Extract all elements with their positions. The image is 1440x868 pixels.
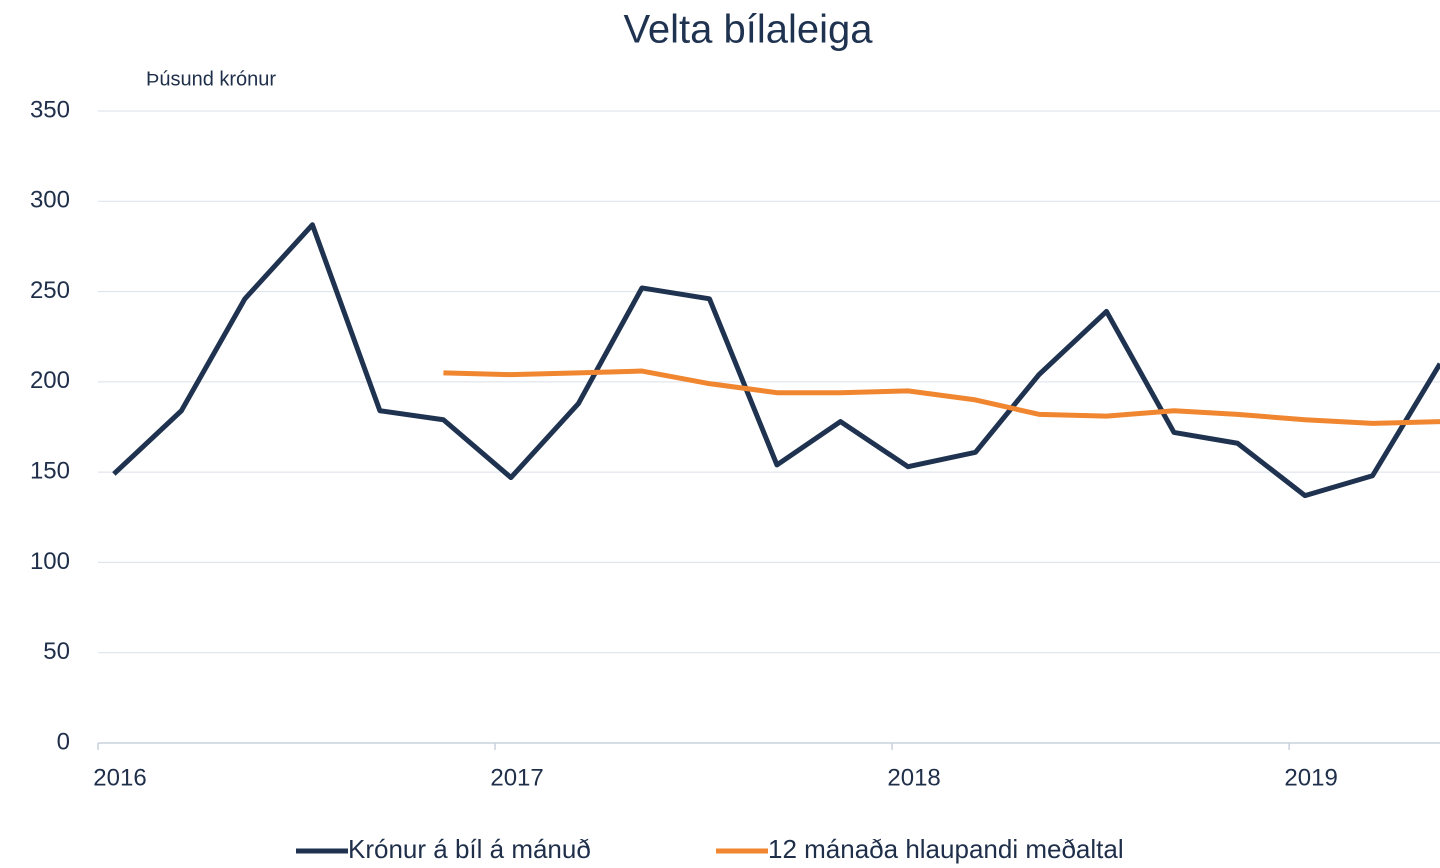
x-tick-label: 2016 [93,764,146,791]
x-tick-label: 2019 [1284,764,1337,791]
series-line [443,368,1440,426]
legend-label: Krónur á bíl á mánuð [348,834,591,864]
y-tick-label: 250 [30,277,70,304]
chart-title: Velta bílaleiga [623,8,873,52]
y-tick-label: 350 [30,96,70,123]
x-tick-label: 2018 [887,764,940,791]
y-tick-label: 200 [30,367,70,394]
y-tick-label: 50 [43,638,70,665]
series-line [112,222,1440,499]
y-axis-label: Þúsund krónur [146,68,276,90]
legend-label: 12 mánaða hlaupandi meðaltal [768,834,1124,864]
y-tick-label: 300 [30,187,70,214]
y-tick-label: 0 [57,728,70,755]
x-tick-label: 2017 [490,764,543,791]
y-tick-label: 150 [30,457,70,484]
y-tick-label: 100 [30,548,70,575]
